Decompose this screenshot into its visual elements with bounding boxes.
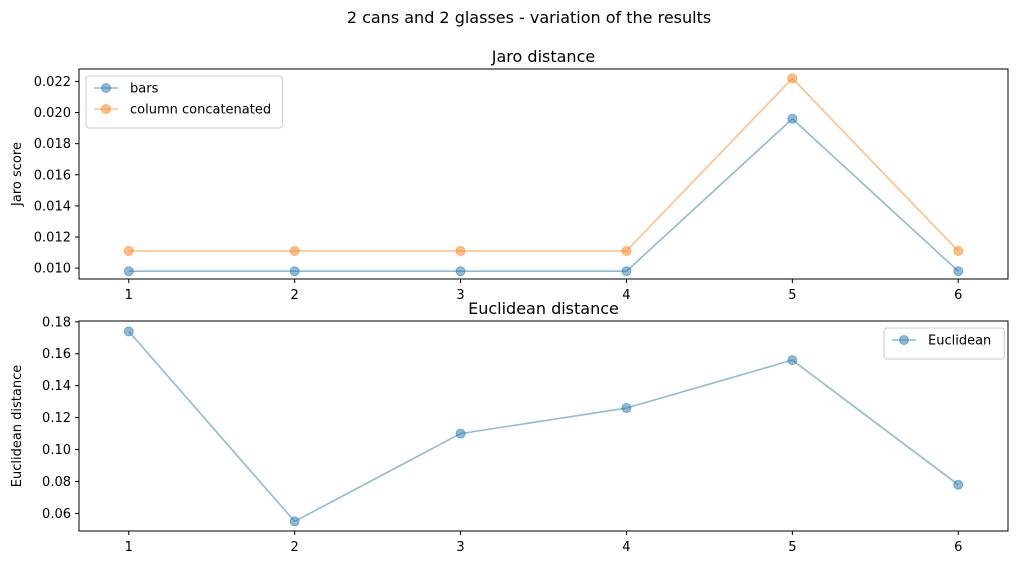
data-point — [953, 479, 964, 490]
legend-box — [85, 75, 283, 129]
y-tick-label: 0.012 — [34, 231, 71, 246]
legend-swatch-marker — [101, 104, 111, 114]
x-tick-label: 5 — [788, 540, 796, 555]
x-tick-label: 2 — [291, 288, 299, 303]
y-tick-label: 0.16 — [42, 347, 71, 362]
x-tick-label: 3 — [456, 540, 464, 555]
x-tick-label: 3 — [456, 288, 464, 303]
x-tick-label: 5 — [788, 288, 796, 303]
data-point — [953, 246, 964, 256]
x-tick-label: 6 — [954, 288, 962, 303]
data-point — [621, 246, 632, 256]
x-tick-label: 1 — [125, 540, 133, 555]
series-line — [128, 77, 959, 252]
y-tick-label: 0.10 — [42, 443, 71, 458]
legend-label: Euclidean — [928, 334, 991, 349]
legend-box — [883, 327, 1005, 360]
data-point — [455, 246, 466, 256]
legend-swatch-marker — [899, 335, 909, 345]
figure-title: 2 cans and 2 glasses - variation of the … — [346, 8, 712, 27]
y-tick-label: 0.022 — [34, 75, 71, 90]
axes-frame — [78, 320, 1009, 532]
data-point — [787, 355, 798, 366]
y-tick-label: 0.016 — [34, 168, 71, 183]
y-tick-label: 0.12 — [42, 411, 71, 426]
euclidean-chart: Euclidean distance Euclidean distance 1 2 3 4… — [10, 299, 1009, 555]
x-tick-label: 2 — [291, 540, 299, 555]
legend-label: bars — [130, 82, 159, 97]
data-point — [455, 266, 466, 277]
data-point — [289, 246, 300, 256]
legend-label: column concatenated — [130, 103, 271, 118]
chart-title: Jaro distance — [491, 47, 595, 66]
x-tick-label: 4 — [622, 540, 630, 555]
y-tick-label: 0.14 — [42, 379, 71, 394]
y-tick-label: 0.010 — [34, 262, 71, 277]
data-point — [621, 266, 632, 277]
y-tick-label: 0.014 — [34, 199, 71, 214]
x-tick-label: 1 — [125, 288, 133, 303]
data-point — [455, 428, 466, 439]
legend: bars column concatenated — [85, 75, 283, 129]
axes-frame — [78, 68, 1009, 280]
data-point — [953, 266, 964, 277]
data-point — [289, 266, 300, 277]
y-tick-label: 0.08 — [42, 475, 71, 490]
y-axis-label: Euclidean distance — [10, 365, 25, 488]
y-tick-label: 0.18 — [42, 315, 71, 330]
y-tick-label: 0.020 — [34, 106, 71, 121]
legend-swatch-marker — [101, 83, 111, 93]
x-tick-label: 4 — [622, 288, 630, 303]
data-point — [123, 246, 134, 256]
data-point — [123, 266, 134, 277]
data-point — [787, 113, 798, 124]
data-point — [787, 73, 798, 84]
legend: Euclidean — [883, 327, 1005, 360]
y-axis-label: Jaro score — [10, 142, 25, 207]
data-point — [621, 403, 632, 414]
data-point — [123, 326, 134, 337]
chart-title: Euclidean distance — [468, 299, 619, 318]
y-tick-label: 0.018 — [34, 137, 71, 152]
jaro-chart: Jaro distance Jaro score 1 2 3 4 5 6 0.010 0.012 0… — [10, 47, 1009, 303]
x-tick-label: 6 — [954, 540, 962, 555]
series-line — [128, 330, 959, 523]
data-point — [289, 516, 300, 527]
y-tick-label: 0.06 — [42, 507, 71, 522]
series-line — [128, 117, 959, 273]
